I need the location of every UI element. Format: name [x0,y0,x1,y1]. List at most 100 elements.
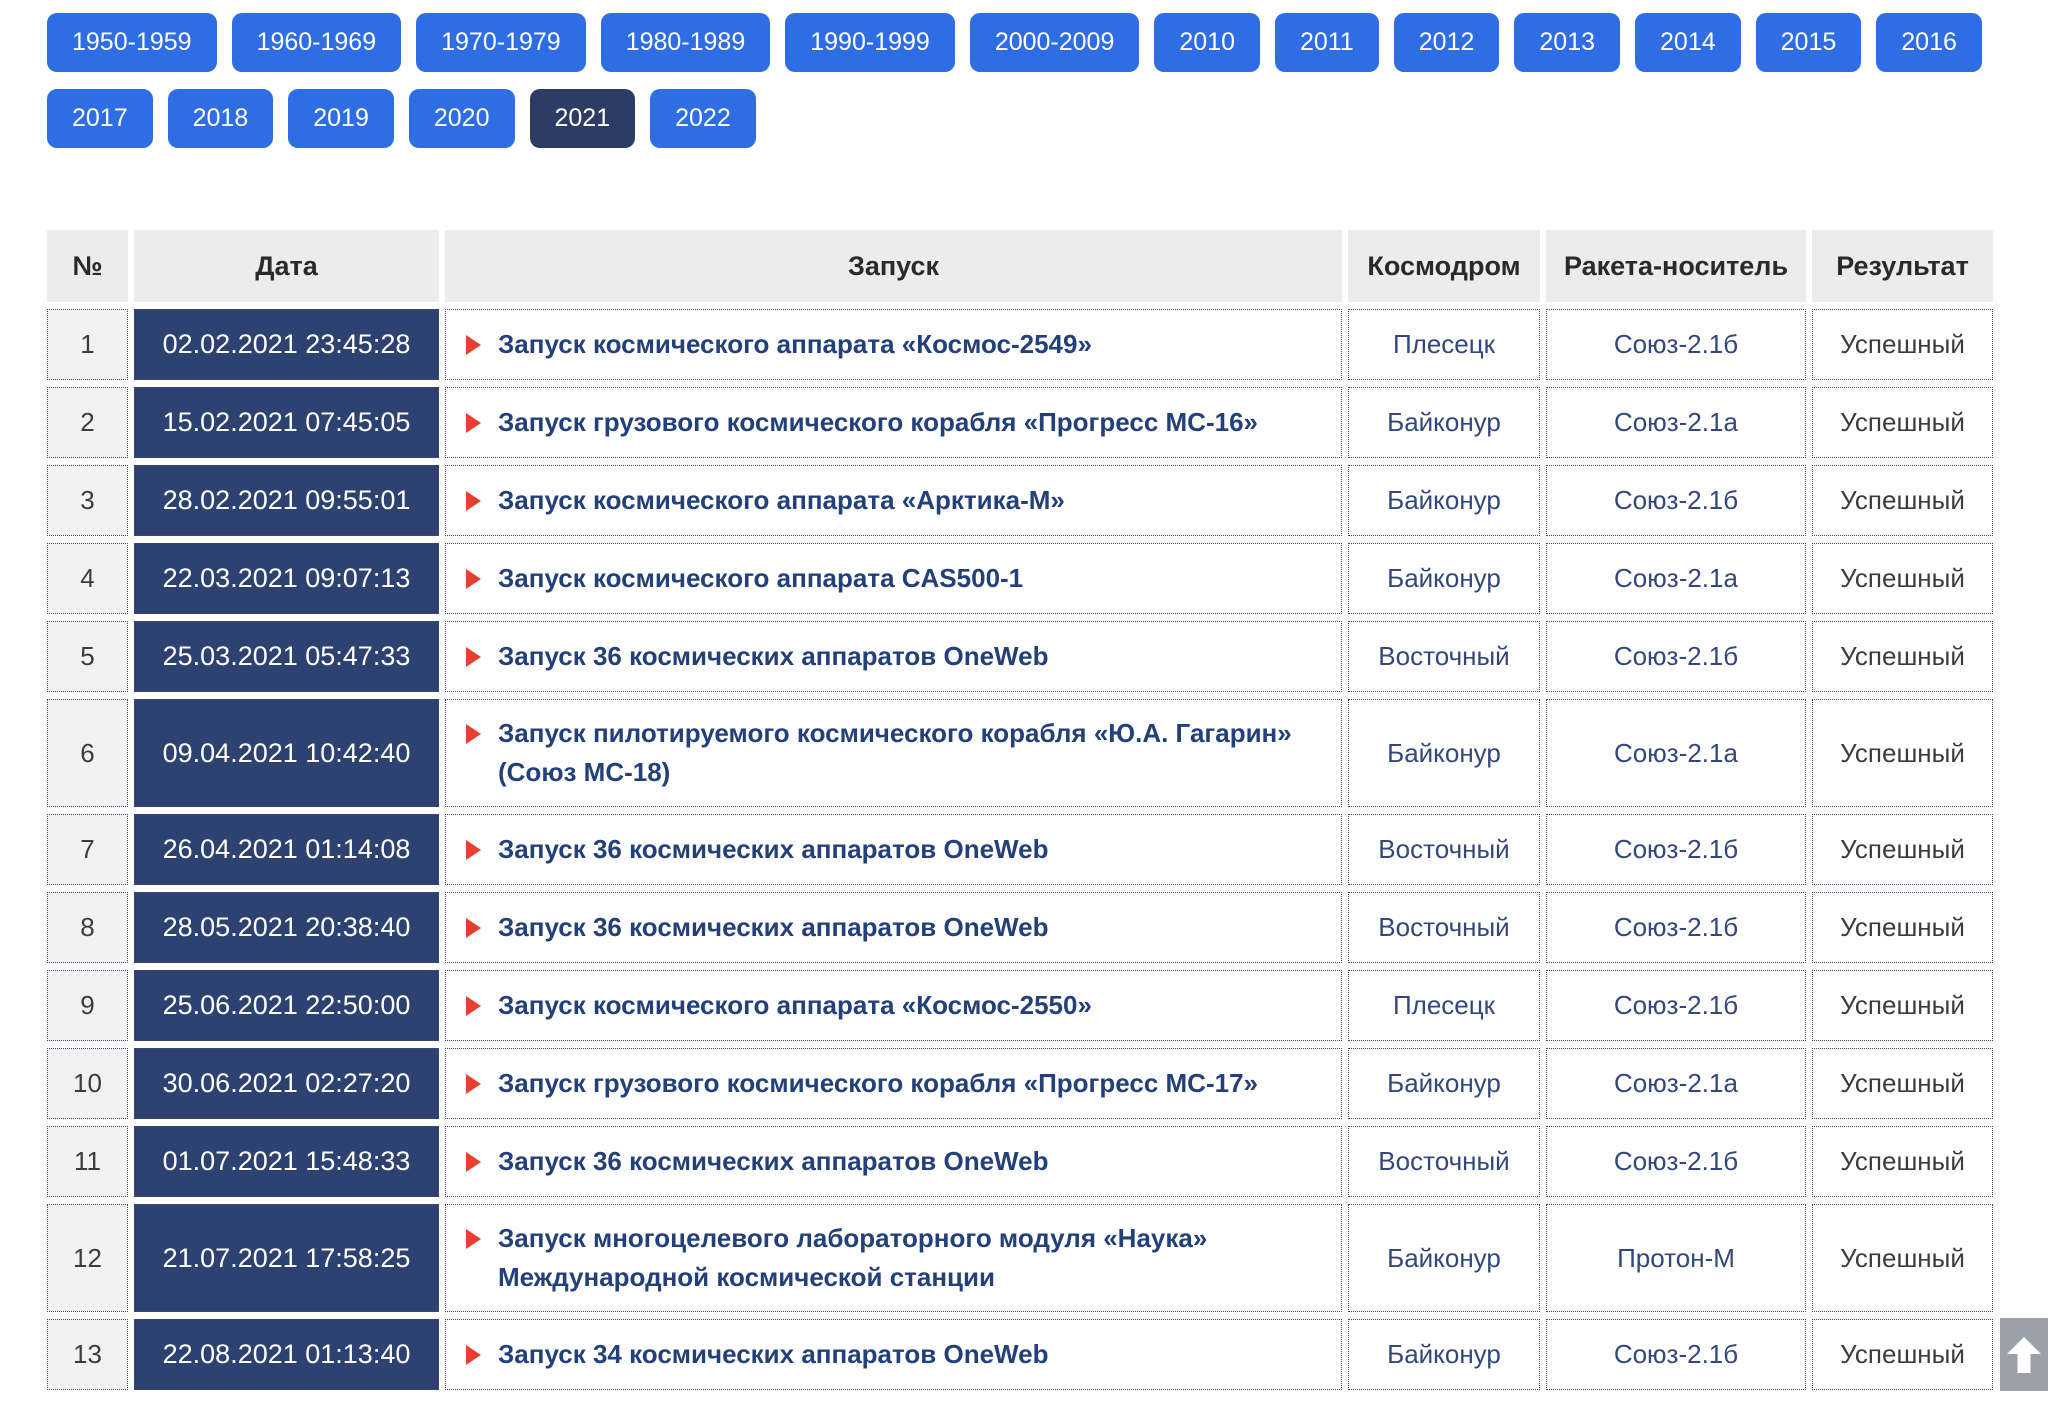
year-filter-button-1990-1999[interactable]: 1990-1999 [785,13,955,72]
cosmodrome-link[interactable]: Плесецк [1348,309,1540,380]
rocket-link[interactable]: Союз-2.1а [1546,1048,1806,1119]
rocket-link[interactable]: Союз-2.1а [1546,699,1806,807]
red-arrow-icon [466,335,481,355]
rocket-link[interactable]: Союз-2.1б [1546,892,1806,963]
rocket-link[interactable]: Союз-2.1б [1546,1319,1806,1390]
launch-title-cell: Запуск 34 космических аппаратов OneWeb [445,1319,1342,1390]
cosmodrome-link[interactable]: Байконур [1348,699,1540,807]
year-filter-button-2011[interactable]: 2011 [1275,13,1379,72]
cosmodrome-link[interactable]: Байконур [1348,1204,1540,1312]
result-cell: Успешный [1812,543,1993,614]
year-filter-button-2018[interactable]: 2018 [167,89,274,148]
cosmodrome-link[interactable]: Байконур [1348,1048,1540,1119]
launch-link[interactable]: Запуск космического аппарата «Космос-254… [498,329,1092,359]
column-header-date: Дата [134,230,439,302]
red-arrow-icon [466,1229,481,1249]
red-arrow-icon [466,1152,481,1172]
rocket-link[interactable]: Союз-2.1б [1546,465,1806,536]
row-number-cell: 12 [47,1204,128,1312]
year-filter-button-2020[interactable]: 2020 [408,89,515,148]
cosmodrome-link[interactable]: Байконур [1348,543,1540,614]
cosmodrome-link[interactable]: Плесецк [1348,970,1540,1041]
red-arrow-icon [466,996,481,1016]
year-filter-button-2022[interactable]: 2022 [650,89,756,148]
rocket-link[interactable]: Союз-2.1а [1546,387,1806,458]
red-arrow-icon [466,918,481,938]
year-filter-button-2014[interactable]: 2014 [1635,13,1741,72]
scroll-to-top-button[interactable] [2000,1318,2048,1391]
launch-date-cell: 26.04.2021 01:14:08 [134,814,439,885]
rocket-link[interactable]: Протон-М [1546,1204,1806,1312]
launch-title-cell: Запуск 36 космических аппаратов OneWeb [445,1126,1342,1197]
year-filter-button-2015[interactable]: 2015 [1755,13,1862,72]
row-number-cell: 2 [47,387,128,458]
launch-date-cell: 01.07.2021 15:48:33 [134,1126,439,1197]
year-filter-button-2012[interactable]: 2012 [1393,13,1500,72]
red-arrow-icon [466,1345,481,1365]
year-filter-button-2000-2009[interactable]: 2000-2009 [969,13,1140,72]
year-filter-button-2010[interactable]: 2010 [1154,13,1260,72]
rocket-link[interactable]: Союз-2.1а [1546,543,1806,614]
year-filter-button-2016[interactable]: 2016 [1876,13,1982,72]
launch-title-cell: Запуск 36 космических аппаратов OneWeb [445,892,1342,963]
launch-link[interactable]: Запуск космического аппарата CAS500-1 [498,563,1024,593]
cosmodrome-link[interactable]: Байконур [1348,465,1540,536]
rocket-link[interactable]: Союз-2.1б [1546,1126,1806,1197]
launch-link[interactable]: Запуск многоцелевого лабораторного модул… [498,1223,1208,1292]
launch-link[interactable]: Запуск 36 космических аппаратов OneWeb [498,641,1049,671]
result-cell: Успешный [1812,1319,1993,1390]
year-filter-button-2021[interactable]: 2021 [529,89,636,148]
launch-title-cell: Запуск многоцелевого лабораторного модул… [445,1204,1342,1312]
launch-title-cell: Запуск грузового космического корабля «П… [445,387,1342,458]
launch-link[interactable]: Запуск 36 космических аппаратов OneWeb [498,912,1049,942]
launch-link[interactable]: Запуск 34 космических аппаратов OneWeb [498,1339,1049,1369]
row-number-cell: 7 [47,814,128,885]
year-filter-bar: 1950-1959 1960-1969 1970-1979 1980-1989 1990… [47,13,2012,148]
red-arrow-icon [466,647,481,667]
year-filter-button-1950-1959[interactable]: 1950-1959 [47,13,217,72]
year-filter-button-1980-1989[interactable]: 1980-1989 [600,13,771,72]
launch-link[interactable]: Запуск грузового космического корабля «П… [498,407,1258,437]
launch-date-cell: 30.06.2021 02:27:20 [134,1048,439,1119]
launch-link[interactable]: Запуск 36 космических аппаратов OneWeb [498,1146,1049,1176]
launch-link[interactable]: Запуск пилотируемого космического корабл… [498,718,1292,787]
launch-link[interactable]: Запуск космического аппарата «Арктика-М» [498,485,1065,515]
rocket-link[interactable]: Союз-2.1б [1546,970,1806,1041]
red-arrow-icon [466,491,481,511]
year-filter-button-2019[interactable]: 2019 [288,89,394,148]
launch-date-cell: 28.02.2021 09:55:01 [134,465,439,536]
cosmodrome-link[interactable]: Восточный [1348,814,1540,885]
rocket-link[interactable]: Союз-2.1б [1546,309,1806,380]
result-cell: Успешный [1812,699,1993,807]
red-arrow-icon [466,1074,481,1094]
result-cell: Успешный [1812,892,1993,963]
year-filter-button-2013[interactable]: 2013 [1514,13,1621,72]
launch-title-cell: Запуск космического аппарата «Космос-255… [445,970,1342,1041]
launch-link[interactable]: Запуск грузового космического корабля «П… [498,1068,1258,1098]
launch-link[interactable]: Запуск космического аппарата «Космос-255… [498,990,1092,1020]
year-filter-button-1960-1969[interactable]: 1960-1969 [231,13,402,72]
result-cell: Успешный [1812,1048,1993,1119]
year-filter-button-2017[interactable]: 2017 [47,89,153,148]
column-header-rocket: Ракета-носитель [1546,230,1806,302]
cosmodrome-link[interactable]: Восточный [1348,621,1540,692]
row-number-cell: 8 [47,892,128,963]
launch-link[interactable]: Запуск 36 космических аппаратов OneWeb [498,834,1049,864]
launch-date-cell: 22.08.2021 01:13:40 [134,1319,439,1390]
cosmodrome-link[interactable]: Байконур [1348,1319,1540,1390]
cosmodrome-link[interactable]: Восточный [1348,892,1540,963]
row-number-cell: 5 [47,621,128,692]
rocket-link[interactable]: Союз-2.1б [1546,621,1806,692]
launch-title-cell: Запуск пилотируемого космического корабл… [445,699,1342,807]
launch-date-cell: 28.05.2021 20:38:40 [134,892,439,963]
result-cell: Успешный [1812,309,1993,380]
rocket-link[interactable]: Союз-2.1б [1546,814,1806,885]
launch-title-cell: Запуск 36 космических аппаратов OneWeb [445,621,1342,692]
year-filter-button-1970-1979[interactable]: 1970-1979 [416,13,586,72]
up-arrow-icon [2007,1337,2041,1373]
cosmodrome-link[interactable]: Байконур [1348,387,1540,458]
launch-date-cell: 21.07.2021 17:58:25 [134,1204,439,1312]
red-arrow-icon [466,840,481,860]
launch-title-cell: Запуск космического аппарата «Арктика-М» [445,465,1342,536]
cosmodrome-link[interactable]: Восточный [1348,1126,1540,1197]
